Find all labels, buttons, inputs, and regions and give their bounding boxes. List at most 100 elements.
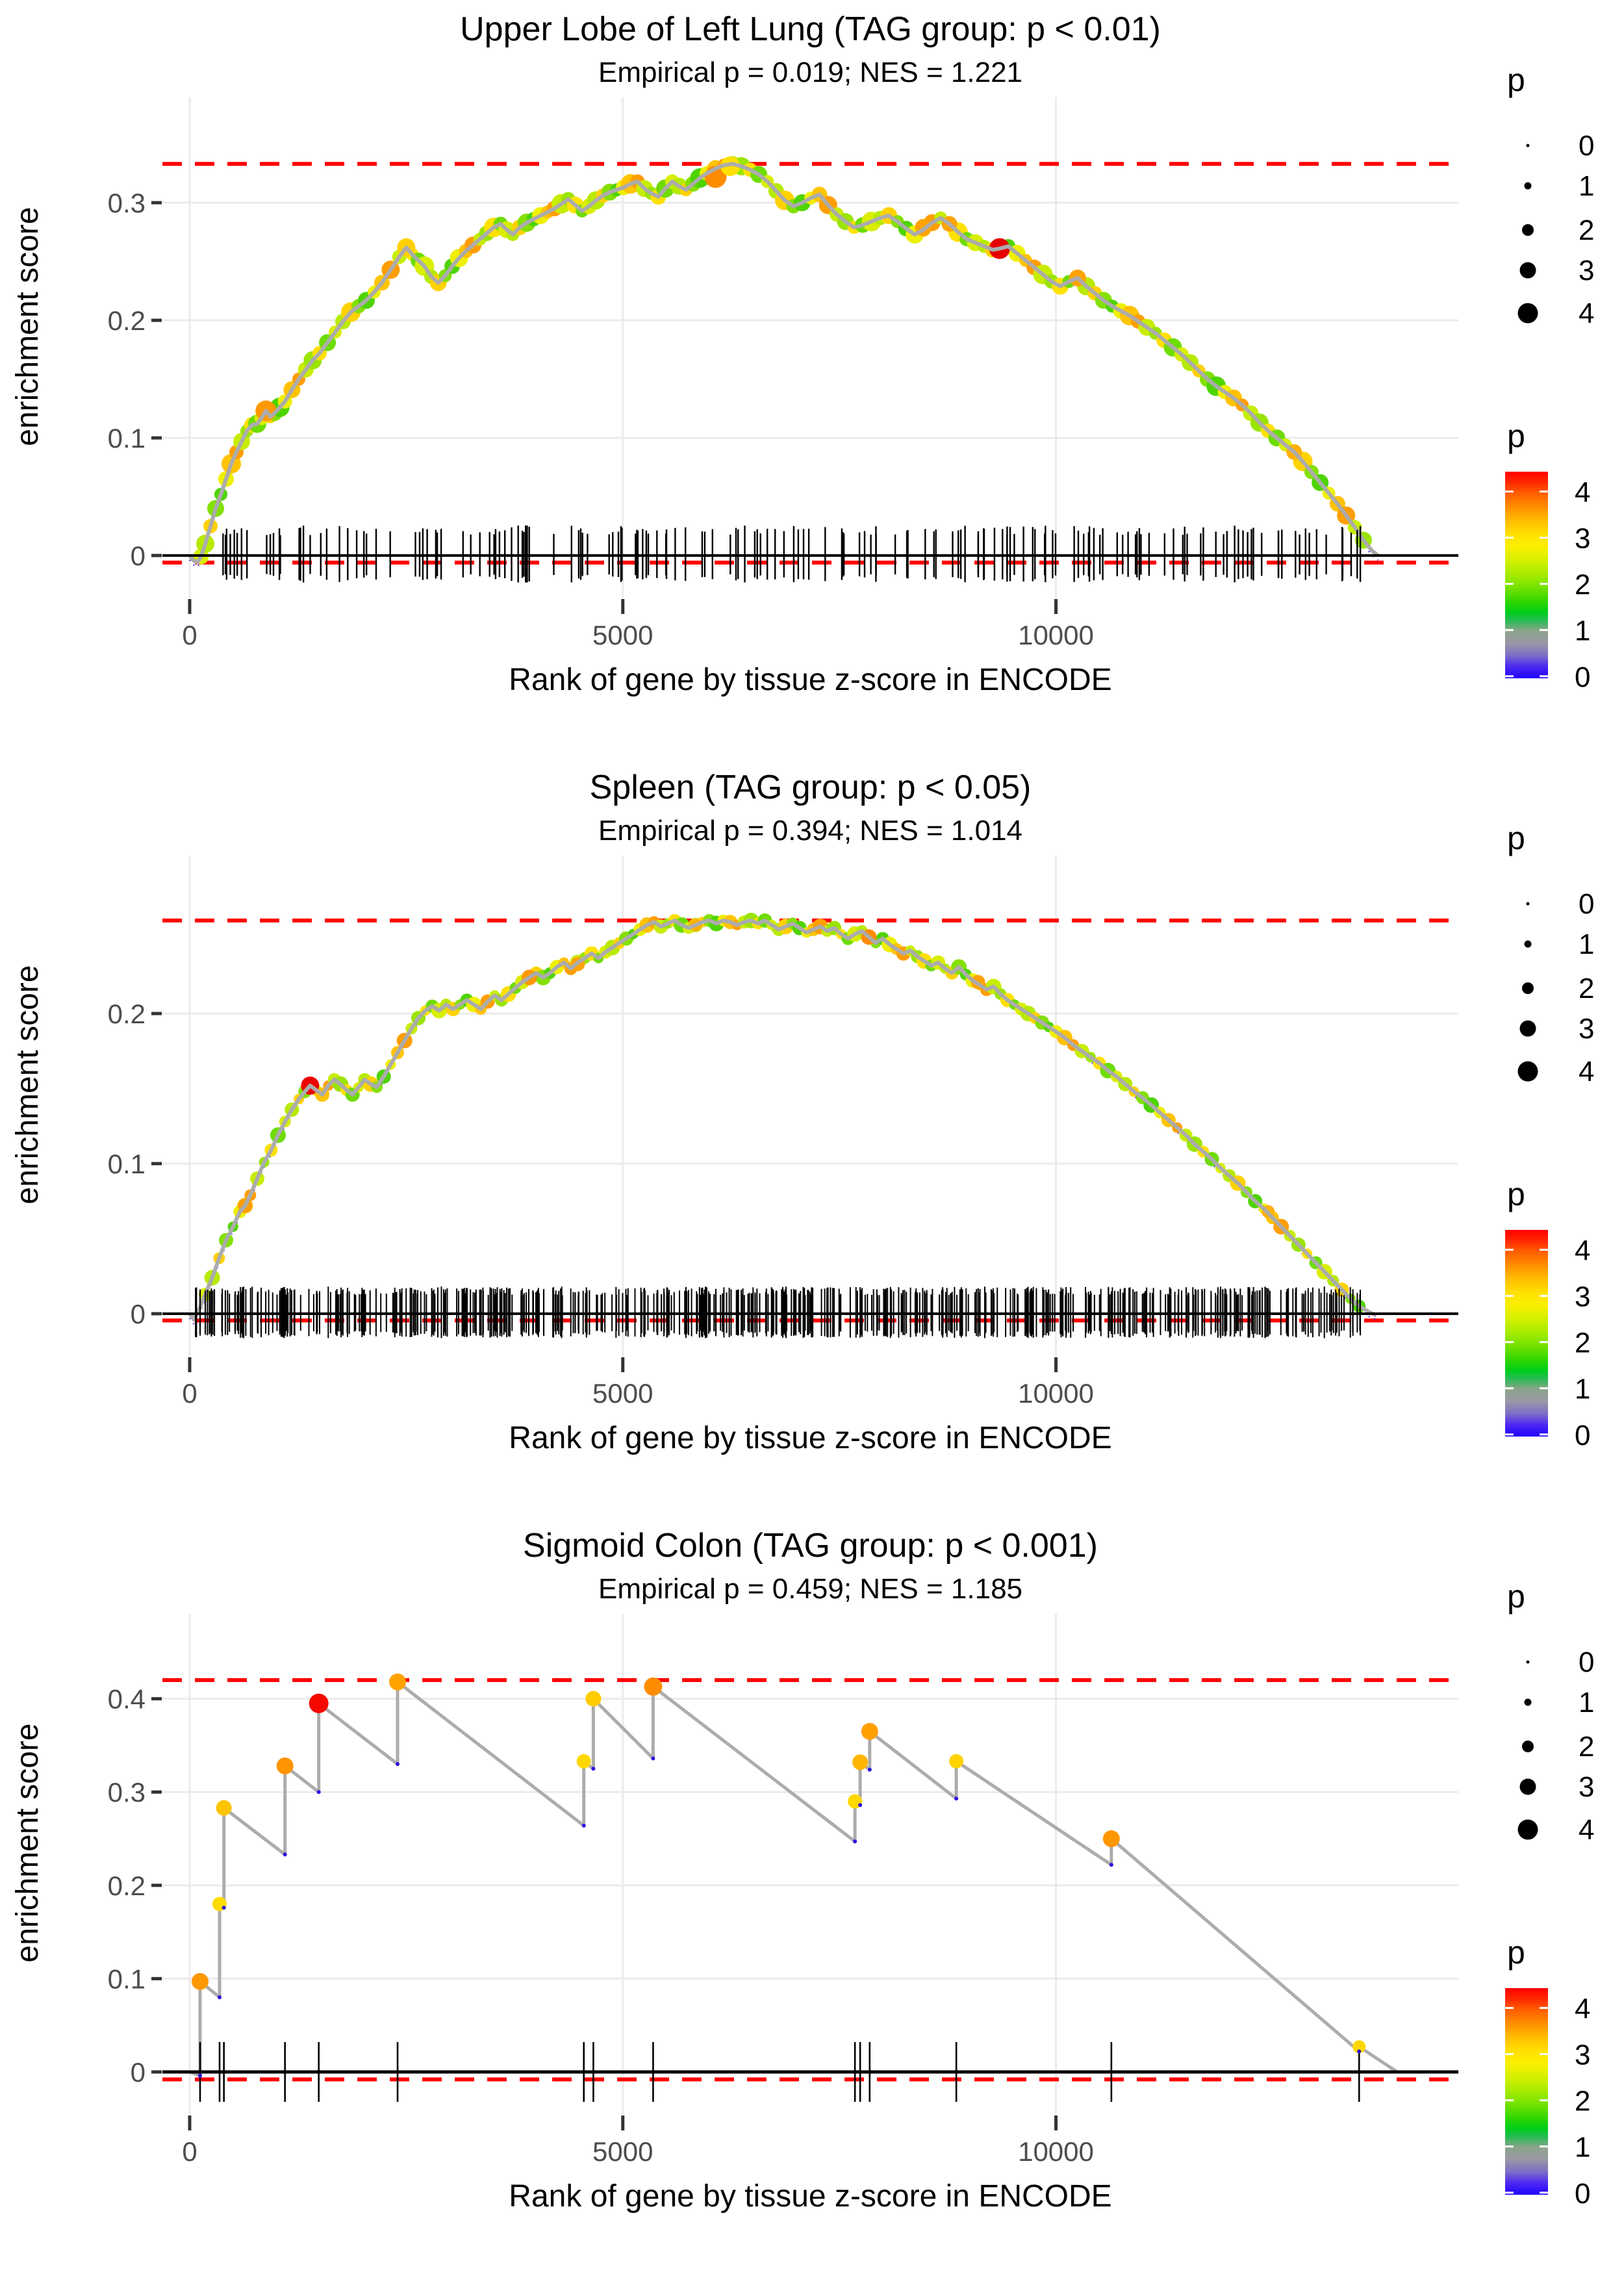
- panel-sigmoid-colon: 0 0.1 0.2 0.3 0.4 0 5000 10000 Rank of gene by t…: [10, 1527, 1594, 2214]
- y-tick-label: 0.3: [108, 188, 146, 218]
- x-tick-label: 5000: [592, 620, 653, 650]
- size-legend-title: p: [1507, 1578, 1525, 1615]
- size-legend-label: 3: [1579, 1771, 1594, 1803]
- x-tick-label: 0: [182, 620, 197, 650]
- gene-dot-highlight: [949, 1754, 964, 1769]
- x-tick-label: 0: [182, 2136, 197, 2167]
- panel-subtitle: Empirical p = 0.394; NES = 1.014: [598, 815, 1022, 847]
- color-legend-label: 1: [1575, 2132, 1590, 2164]
- color-legend-label: 1: [1575, 1373, 1590, 1405]
- gene-dot-highlight: [720, 156, 741, 176]
- color-legend-label: 0: [1575, 2178, 1590, 2210]
- size-legend-label: 0: [1579, 1646, 1594, 1678]
- y-tick-label: 0.3: [108, 1777, 146, 1808]
- size-legend-dot: [1522, 982, 1534, 994]
- color-legend-bar: [1505, 1230, 1548, 1437]
- panel-spleen: 0 0.1 0.2 0 5000 10000 Rank of gene by tissue …: [10, 769, 1594, 1455]
- gene-dot-highlight: [1352, 2040, 1366, 2054]
- gene-dot-highlight: [585, 1691, 602, 1707]
- size-legend-label: 0: [1579, 888, 1594, 920]
- size-legend-label: 4: [1579, 298, 1594, 329]
- y-axis-title: enrichment score: [10, 207, 45, 446]
- color-legend-label: 3: [1575, 523, 1590, 555]
- valley-dot: [316, 1790, 321, 1795]
- enrichment-curve: [189, 1680, 1399, 2078]
- size-legend-label: 1: [1579, 170, 1594, 202]
- y-tick-label: 0.1: [108, 1963, 146, 1994]
- y-tick-label: 0.4: [108, 1684, 146, 1715]
- size-legend-label: 1: [1579, 1687, 1594, 1718]
- gene-dot-highlight: [309, 1693, 329, 1713]
- size-legend-dot: [1524, 1698, 1532, 1706]
- gene-dot-highlight: [276, 1757, 294, 1774]
- gene-dot-highlight: [861, 1722, 878, 1740]
- color-legend-label: 0: [1575, 1420, 1590, 1451]
- y-axis-title: enrichment score: [10, 965, 45, 1204]
- gene-dot-highlight: [1102, 1830, 1120, 1847]
- size-legend-dot: [1526, 144, 1530, 147]
- valley-dot: [198, 2073, 203, 2078]
- y-tick-label: 0.2: [108, 305, 146, 336]
- size-legend-title: p: [1507, 820, 1525, 856]
- valley-dot: [283, 1852, 287, 1857]
- x-axis-title: Rank of gene by tissue z-score in ENCODE: [509, 663, 1111, 697]
- size-legend-dot: [1522, 224, 1534, 236]
- color-legend-label: 2: [1575, 2086, 1590, 2117]
- color-legend-label: 1: [1575, 615, 1590, 647]
- gene-dot-highlight: [576, 1754, 591, 1769]
- y-tick-label: 0.1: [108, 1149, 146, 1179]
- y-tick-label: 0.1: [108, 423, 146, 454]
- color-legend-title: p: [1507, 418, 1525, 454]
- gene-dot-highlight: [216, 1800, 232, 1816]
- valley-dot: [954, 1796, 959, 1801]
- size-legend-dot: [1524, 182, 1532, 190]
- size-legend-dot: [1517, 1061, 1538, 1082]
- size-legend-dot: [1519, 1778, 1536, 1795]
- y-tick-label: 0: [131, 541, 146, 571]
- color-legend-title: p: [1507, 1934, 1525, 1971]
- panel-title: Upper Lobe of Left Lung (TAG group: p < …: [460, 10, 1161, 48]
- size-legend-dot: [1517, 1819, 1538, 1840]
- panel-title: Spleen (TAG group: p < 0.05): [590, 769, 1032, 806]
- panel-title: Sigmoid Colon (TAG group: p < 0.001): [523, 1527, 1098, 1565]
- valley-dot: [222, 1906, 226, 1910]
- size-legend-title: p: [1507, 62, 1525, 98]
- enrichment-curve: [188, 162, 1380, 565]
- size-legend-label: 0: [1579, 130, 1594, 162]
- panel-subtitle: Empirical p = 0.019; NES = 1.221: [598, 57, 1022, 88]
- valley-dot: [853, 1839, 857, 1844]
- valley-dot: [858, 1803, 863, 1808]
- valley-dot: [218, 1995, 222, 2000]
- x-tick-label: 5000: [592, 1378, 653, 1409]
- y-axis-title: enrichment score: [10, 1723, 45, 1962]
- valley-dot: [1357, 2049, 1362, 2054]
- size-legend-label: 3: [1579, 255, 1594, 287]
- x-axis-title: Rank of gene by tissue z-score in ENCODE: [509, 1421, 1111, 1455]
- y-tick-label: 0: [131, 2057, 146, 2088]
- valley-dot: [651, 1756, 655, 1761]
- size-legend-dot: [1519, 262, 1536, 279]
- x-tick-label: 10000: [1018, 620, 1094, 650]
- valley-dot: [396, 1762, 400, 1767]
- size-legend-label: 1: [1579, 928, 1594, 960]
- size-legend-dot: [1524, 940, 1532, 948]
- blue-underlay-trace: [189, 924, 1377, 1326]
- y-tick-label: 0.2: [108, 999, 146, 1029]
- x-axis-title: Rank of gene by tissue z-score in ENCODE: [509, 2179, 1111, 2214]
- enrichment-curve: [188, 918, 1378, 1322]
- gene-dot-highlight: [192, 1973, 209, 1990]
- y-tick-label: 0: [131, 1299, 146, 1329]
- size-legend-label: 3: [1579, 1013, 1594, 1045]
- gene-dot-highlight: [852, 1754, 869, 1770]
- color-legend-label: 2: [1575, 569, 1590, 601]
- size-legend-dot: [1522, 1741, 1534, 1752]
- size-legend-dot: [1519, 1020, 1536, 1037]
- gene-dot-highlight: [644, 1677, 663, 1696]
- valley-dot: [1109, 1863, 1113, 1867]
- color-legend-title: p: [1507, 1176, 1525, 1212]
- color-legend-label: 3: [1575, 2039, 1590, 2071]
- size-legend-label: 4: [1579, 1814, 1594, 1846]
- panel-upper-lobe-of-left-lung: 0 0.1 0.2 0.3 0 5000 10000 Rank of gene by tiss…: [10, 10, 1594, 697]
- color-legend-label: 4: [1575, 1235, 1590, 1267]
